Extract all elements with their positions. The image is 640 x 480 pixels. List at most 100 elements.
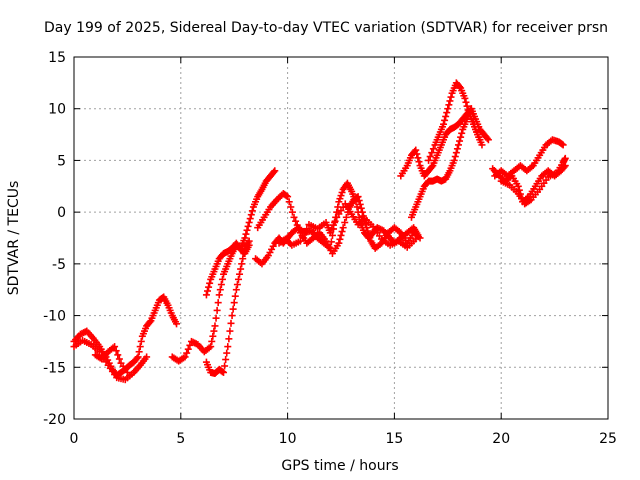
data-point-marker <box>443 109 451 117</box>
data-point-marker <box>452 149 460 157</box>
data-point-marker <box>229 305 237 313</box>
data-point-marker <box>244 222 252 230</box>
data-point-marker <box>213 306 221 314</box>
data-point-marker <box>366 234 374 242</box>
x-tick-label: 0 <box>70 431 79 447</box>
data-point-marker <box>243 226 251 234</box>
data-point-marker <box>135 348 143 356</box>
data-point-marker <box>184 345 192 353</box>
data-point-marker <box>447 93 455 101</box>
data-point-marker <box>415 158 423 166</box>
data-point-marker <box>456 83 464 91</box>
y-tick-label: -20 <box>43 412 66 428</box>
data-point-marker <box>215 291 223 299</box>
x-tick-label: 10 <box>279 431 297 447</box>
y-tick-label: 5 <box>57 153 66 169</box>
data-point-marker <box>220 368 228 376</box>
data-point-marker <box>428 163 436 171</box>
y-tick-label: -10 <box>43 309 66 325</box>
data-point-marker <box>461 94 469 102</box>
plot-frame <box>73 56 609 420</box>
data-point-marker <box>429 145 437 153</box>
data-point-marker <box>328 225 336 233</box>
data-point-marker <box>181 353 189 361</box>
data-point-marker <box>356 200 364 208</box>
data-point-marker <box>299 233 307 241</box>
data-point-marker <box>245 241 253 249</box>
data-point-marker <box>238 260 246 268</box>
data-point-marker <box>355 197 363 205</box>
data-point-marker <box>467 105 475 113</box>
data-point-marker <box>232 286 240 294</box>
data-point-marker <box>428 149 436 157</box>
x-tick-label: 15 <box>385 431 403 447</box>
data-point-marker <box>227 319 235 327</box>
y-tick-label: 15 <box>48 50 66 66</box>
data-point-marker <box>246 215 254 223</box>
chart-title: Day 199 of 2025, Sidereal Day-to-day VTE… <box>44 20 608 36</box>
data-point-marker <box>237 265 245 273</box>
data-point-marker <box>115 355 123 363</box>
data-point-marker <box>425 156 433 164</box>
data-point-marker <box>173 320 181 328</box>
data-point-marker <box>216 286 224 294</box>
data-point-marker <box>234 275 242 283</box>
data-point-marker <box>330 221 338 229</box>
data-point-marker <box>271 167 279 175</box>
data-point-marker <box>126 372 134 380</box>
data-point-marker <box>146 318 154 326</box>
data-point-marker <box>341 218 349 226</box>
data-point-marker <box>457 133 465 141</box>
data-point-marker <box>231 292 239 300</box>
data-point-marker <box>561 154 569 162</box>
y-tick-label: 10 <box>48 102 66 118</box>
data-point-marker <box>224 343 232 351</box>
data-point-marker <box>112 347 120 355</box>
data-point-marker <box>206 279 214 287</box>
y-tick-label: -5 <box>52 257 66 273</box>
data-point-marker <box>137 337 145 345</box>
data-point-marker <box>336 235 344 243</box>
axes: 0 5 10 15 20 25 -20 -15 -10 -5 0 5 10 15 <box>43 50 617 447</box>
data-point-marker <box>143 353 151 361</box>
data-point-marker <box>442 112 450 120</box>
data-point-marker <box>354 193 362 201</box>
data-point-marker <box>133 354 141 362</box>
data-point-marker <box>450 156 458 164</box>
data-point-marker <box>483 134 491 142</box>
data-point-marker <box>559 141 567 149</box>
data-point-marker <box>241 234 249 242</box>
data-point-marker <box>464 106 472 114</box>
data-point-marker <box>248 207 256 215</box>
data-point-marker <box>414 154 422 162</box>
x-tick-label: 5 <box>176 431 185 447</box>
data-point-marker <box>218 275 226 283</box>
y-tick-label: 0 <box>57 205 66 221</box>
data-point-marker <box>441 116 449 124</box>
data-point-marker <box>444 105 452 113</box>
data-point-marker <box>217 281 225 289</box>
data-point-marker <box>458 129 466 137</box>
data-point-marker <box>363 224 371 232</box>
data-point-marker <box>270 168 278 176</box>
data-point-marker <box>225 335 233 343</box>
data-point-marker <box>342 213 350 221</box>
data-point-marker <box>413 150 421 158</box>
data-point-marker <box>285 198 293 206</box>
data-point-marker <box>358 208 366 216</box>
data-point-marker <box>301 229 309 237</box>
data-point-marker <box>292 217 300 225</box>
data-point-marker <box>296 237 304 245</box>
data-point-marker <box>230 299 238 307</box>
data-point-marker <box>295 225 303 233</box>
data-point-marker <box>337 231 345 239</box>
data-point-marker <box>331 217 339 225</box>
data-point-marker <box>446 97 454 105</box>
data-point-marker <box>462 98 470 106</box>
data-point-marker <box>245 218 253 226</box>
data-point-marker <box>287 203 295 211</box>
data-point-marker <box>293 221 301 229</box>
data-point-marker <box>454 141 462 149</box>
data-point-marker <box>208 337 216 345</box>
